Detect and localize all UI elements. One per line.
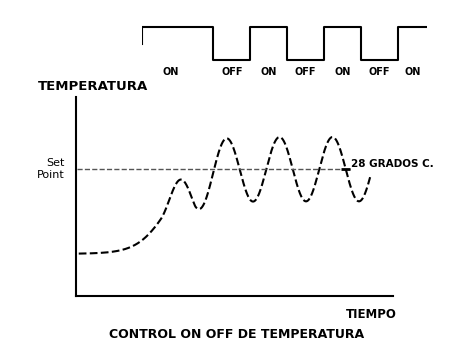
Text: OFF: OFF (369, 67, 391, 77)
Text: TIEMPO: TIEMPO (346, 308, 397, 321)
Text: ON: ON (404, 67, 420, 77)
Text: OFF: OFF (295, 67, 317, 77)
Text: ON: ON (261, 67, 277, 77)
Text: ON: ON (163, 67, 179, 77)
Text: 28 GRADOS C.: 28 GRADOS C. (351, 159, 434, 169)
Text: Set
Point: Set Point (36, 158, 64, 180)
Text: TEMPERATURA: TEMPERATURA (38, 80, 148, 94)
Text: CONTROL ON OFF DE TEMPERATURA: CONTROL ON OFF DE TEMPERATURA (109, 328, 365, 341)
Text: OFF: OFF (221, 67, 243, 77)
Text: ON: ON (335, 67, 351, 77)
